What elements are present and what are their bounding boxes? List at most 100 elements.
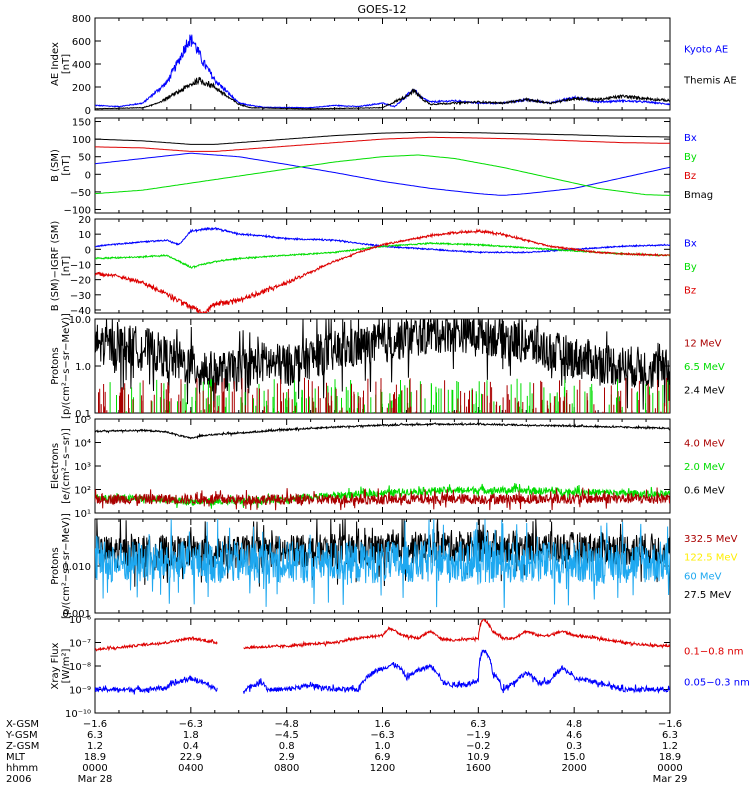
legend-label: By <box>684 262 697 273</box>
ephemeris-value: 6.3 <box>662 730 678 741</box>
ephemeris-value: Mar 29 <box>653 774 688 785</box>
legend-label: Bmag <box>684 190 713 201</box>
ephemeris-value: 6.3 <box>470 719 486 730</box>
ephemeris-value: 6.9 <box>375 752 391 763</box>
y-tick-label: 10⁻⁶ <box>69 615 91 626</box>
y-tick-label: 10⁻⁹ <box>69 686 91 697</box>
ephemeris-value: 4.8 <box>566 719 582 730</box>
legend-label: 60 MeV <box>684 571 722 582</box>
ephemeris-value: −4.5 <box>275 730 299 741</box>
y-tick-label: 10² <box>74 486 91 497</box>
series-bmag <box>95 131 670 145</box>
series-4-0-mev <box>95 487 670 511</box>
ephemeris-value: 22.9 <box>180 752 202 763</box>
ephemeris-value: 0.8 <box>279 741 295 752</box>
ephemeris-value: 0800 <box>274 763 299 774</box>
y-axis-label: [p/(cm²−s−sr−MeV)] <box>61 313 72 419</box>
y-axis-label: AE Index <box>50 42 61 86</box>
ephemeris-value: 1600 <box>466 763 491 774</box>
ephemeris-value: 6.3 <box>87 730 103 741</box>
ephemeris-value: 2.9 <box>279 752 295 763</box>
series-group <box>95 519 670 608</box>
panel-6: 10⁻⁶ 10⁻⁷ 10⁻⁸ 10⁻⁹ 10⁻¹⁰ Xray Flux [W/m²] 0.1−… <box>50 615 750 720</box>
y-tick-label: −20 <box>70 276 91 287</box>
series-bx <box>95 227 670 255</box>
ephemeris-value: 0000 <box>657 763 682 774</box>
ephemeris-row-label: MLT <box>6 752 26 763</box>
ephemeris-value: 0400 <box>178 763 203 774</box>
series-themis-ae <box>95 76 670 110</box>
y-axis-label: Electrons <box>50 443 61 489</box>
legend-label: Bx <box>684 239 697 250</box>
y-tick-label: 0.010 <box>62 562 91 573</box>
panel-3: 10.0 1.0 0.1 Protons [p/(cm²−s−sr−MeV)] 12 Me… <box>50 313 725 420</box>
series-group <box>95 34 670 110</box>
y-tick-label: −10 <box>70 260 91 271</box>
y-axis-label: B (SM)−IGRF (SM) <box>50 221 61 312</box>
ephemeris-row-label: Z-GSM <box>6 741 39 752</box>
ephemeris-value: −1.9 <box>466 730 490 741</box>
ephemeris-value: 0.4 <box>183 741 199 752</box>
ephemeris-table: X-GSMY-GSMZ-GSMMLThhmm2006−1.66.31.218.9… <box>5 719 687 785</box>
legend-label: Bz <box>684 286 696 297</box>
legend-label: 0.1−0.8 nm <box>684 646 743 657</box>
series-0-1-0-8-nm <box>95 619 670 652</box>
series-by <box>95 154 670 196</box>
panel-2: 20 10 0 −10 −20 −30 −40 B (SM)−IGRF (SM) [nT] Bx B… <box>50 215 697 317</box>
series-bz <box>95 136 670 152</box>
y-tick-label: −40 <box>70 306 91 317</box>
ephemeris-value: 2000 <box>561 763 586 774</box>
y-axis-label: [W/m²] <box>61 648 72 683</box>
ephemeris-value: 1.6 <box>375 719 391 730</box>
panel-frame <box>94 218 671 314</box>
y-tick-label: 150 <box>72 118 91 129</box>
y-tick-label: 20 <box>78 215 91 226</box>
legend-label: By <box>684 152 697 163</box>
y-tick-label: −30 <box>70 291 91 302</box>
panel-0: 800 600 400 200 0 AE Index [nT] Kyoto AE Themis … <box>50 14 737 117</box>
legend-label: 332.5 MeV <box>684 534 738 545</box>
legend-label: 0.6 MeV <box>684 486 725 497</box>
y-tick-label: 10⁴ <box>74 439 91 450</box>
figure-title: GOES-12 <box>357 3 406 16</box>
panel-5: 0.010 0.001 Protons [p/(cm²−s−sr−MeV)] 332.5… <box>50 513 738 620</box>
y-tick-label: 800 <box>72 14 91 25</box>
y-tick-label: 0 <box>85 106 91 117</box>
y-axis-label: [e/(cm²−s−sr)] <box>61 428 72 504</box>
ephemeris-row-label: Y-GSM <box>5 730 38 741</box>
y-tick-label: 10⁻⁸ <box>69 662 91 673</box>
y-axis-label: [nT] <box>61 54 72 74</box>
series-group <box>95 421 670 511</box>
legend-label: Bx <box>684 133 697 144</box>
series-by <box>95 241 670 270</box>
series-60-mev <box>95 519 670 608</box>
y-axis-label: [p/(cm²−s−sr−MeV)] <box>61 513 72 619</box>
y-axis-label: [nT] <box>61 155 72 175</box>
ephemeris-value: −6.3 <box>370 730 394 741</box>
y-axis-label: B (SM) <box>50 149 61 182</box>
ephemeris-row-label: X-GSM <box>6 719 39 730</box>
series-0-05-0-3-nm <box>95 649 670 695</box>
panel-1: 150 100 50 0 −50 −100 B (SM) [nT] Bx By Bz Bmag <box>50 117 713 216</box>
y-tick-label: 100 <box>72 135 91 146</box>
y-tick-label: 10 <box>78 230 91 241</box>
y-tick-label: 200 <box>72 83 91 94</box>
y-tick-label: 10.0 <box>69 315 91 326</box>
y-tick-label: 600 <box>72 37 91 48</box>
y-tick-label: 50 <box>78 153 91 164</box>
series-12-mev <box>98 377 670 413</box>
ephemeris-value: 18.9 <box>659 752 681 763</box>
ephemeris-value: −1.6 <box>658 719 682 730</box>
y-tick-label: 400 <box>72 60 91 71</box>
series-6-5-mev <box>109 378 669 413</box>
ephemeris-value: Mar 28 <box>78 774 113 785</box>
y-tick-label: 10⁵ <box>74 415 91 426</box>
ephemeris-value: 1200 <box>370 763 395 774</box>
y-tick-label: −100 <box>64 205 91 216</box>
y-axis-label: Protons <box>50 547 61 584</box>
y-tick-label: 10³ <box>74 462 91 473</box>
series-2-4-mev <box>95 319 670 413</box>
ephemeris-value: 1.2 <box>662 741 678 752</box>
